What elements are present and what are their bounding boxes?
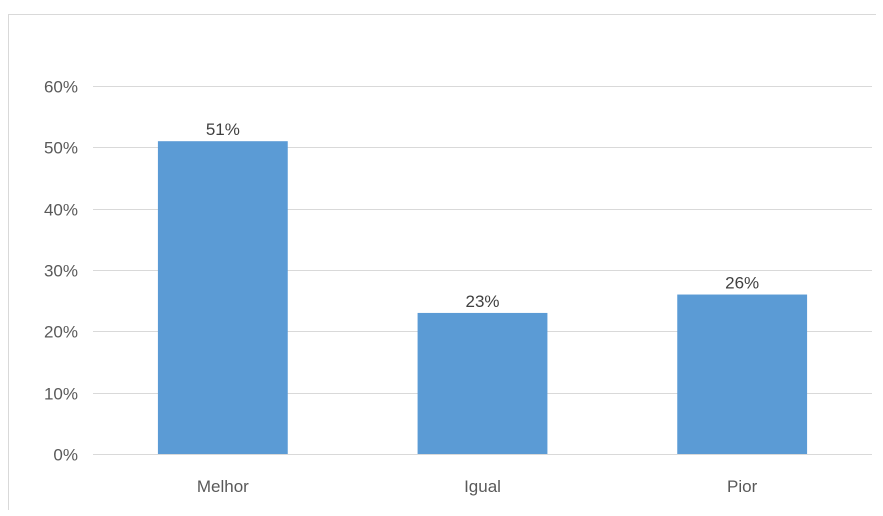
chart-area (8, 14, 876, 510)
bar-melhor (157, 141, 288, 454)
data-label-melhor: 51% (206, 120, 240, 139)
data-label-pior: 26% (725, 274, 759, 293)
y-tick-label: 60% (44, 78, 78, 97)
bar-igual (417, 312, 548, 454)
y-tick-label: 0% (53, 446, 78, 465)
y-tick-label: 40% (44, 201, 78, 220)
x-tick-label-melhor: Melhor (197, 477, 249, 496)
bars (157, 141, 808, 454)
x-tick-label-pior: Pior (727, 477, 758, 496)
data-label-igual: 23% (465, 292, 499, 311)
data-labels: 51% 23% 26% (206, 120, 759, 311)
y-axis-ticks: 0% 10% 20% 30% 40% 50% 60% (44, 78, 78, 465)
y-tick-label: 30% (44, 262, 78, 281)
y-tick-label: 20% (44, 323, 78, 342)
bar-pior (677, 294, 808, 454)
x-axis-ticks: Melhor Igual Pior (197, 477, 758, 496)
x-tick-label-igual: Igual (464, 477, 501, 496)
y-tick-label: 50% (44, 139, 78, 158)
y-tick-label: 10% (44, 385, 78, 404)
